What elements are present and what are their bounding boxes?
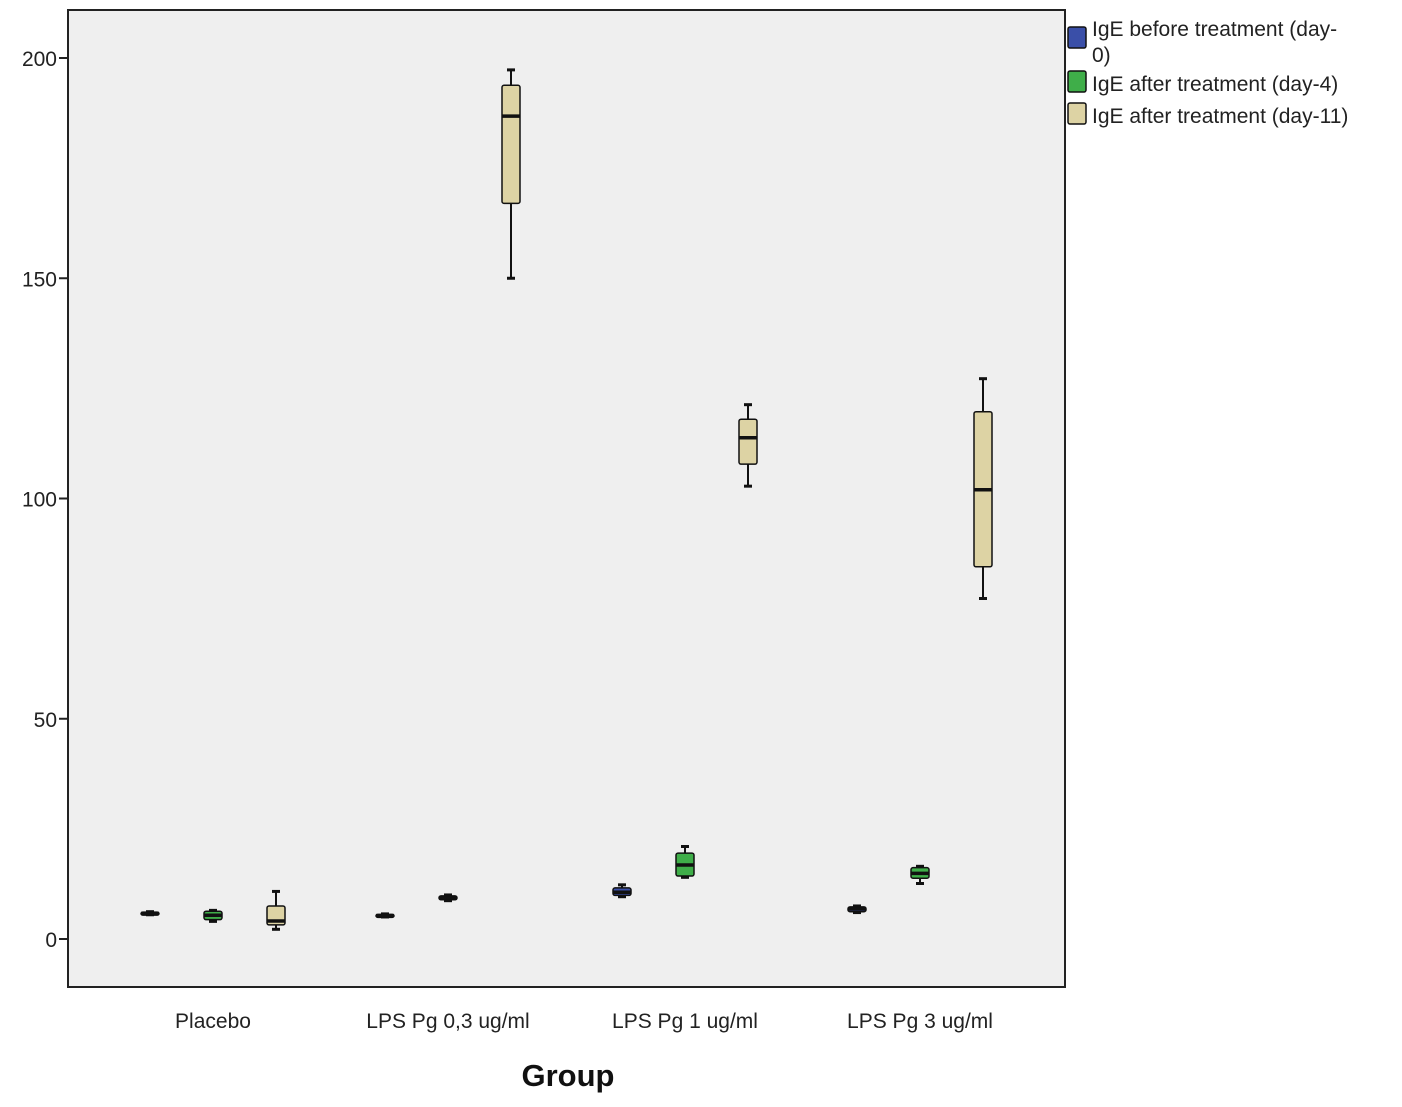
legend-swatch xyxy=(1067,102,1087,125)
box-series xyxy=(140,68,993,931)
box-plot-box xyxy=(612,883,632,899)
box-plot-box xyxy=(675,844,695,879)
legend-label: IgE before treatment (day- xyxy=(1092,18,1337,41)
box-plot-box xyxy=(438,893,458,903)
y-tick-label: 50 xyxy=(34,709,57,732)
y-tick-label: 0 xyxy=(45,929,57,952)
x-category-label: LPS Pg 3 ug/ml xyxy=(847,1010,993,1033)
box-plot-box xyxy=(738,403,758,488)
legend: IgE before treatment (day- 0) IgE after tr… xyxy=(1067,18,1348,128)
legend-label-continued: 0) xyxy=(1092,44,1111,67)
y-axis: 0 50 100 150 200 xyxy=(22,48,68,952)
box-plot-box xyxy=(140,910,160,917)
box-plot-box xyxy=(266,889,286,931)
y-tick-label: 100 xyxy=(22,489,57,512)
x-axis-title: Group xyxy=(522,1058,615,1093)
x-category-label: LPS Pg 1 ug/ml xyxy=(612,1010,758,1033)
box-plot-box xyxy=(847,904,867,915)
y-tick-label: 200 xyxy=(22,48,57,71)
legend-label: IgE after treatment (day-4) xyxy=(1092,73,1338,96)
x-category-label: LPS Pg 0,3 ug/ml xyxy=(366,1010,529,1033)
box-plot-box xyxy=(375,912,395,919)
x-category-label: Placebo xyxy=(175,1010,251,1033)
box-plot-box xyxy=(501,68,521,280)
box-plot-box xyxy=(910,864,930,885)
legend-swatch xyxy=(1067,70,1087,93)
legend-swatch xyxy=(1067,26,1087,49)
legend-label: IgE after treatment (day-11) xyxy=(1092,105,1348,128)
y-tick-label: 150 xyxy=(22,268,57,291)
iqr-box xyxy=(738,418,758,465)
plot-area xyxy=(67,9,1066,988)
box-plot-box xyxy=(973,377,993,600)
plot-background xyxy=(67,9,1066,988)
box-plot-box xyxy=(203,908,223,923)
iqr-box xyxy=(501,84,521,205)
x-axis: Placebo LPS Pg 0,3 ug/ml LPS Pg 1 ug/ml LPS… xyxy=(175,1010,993,1033)
